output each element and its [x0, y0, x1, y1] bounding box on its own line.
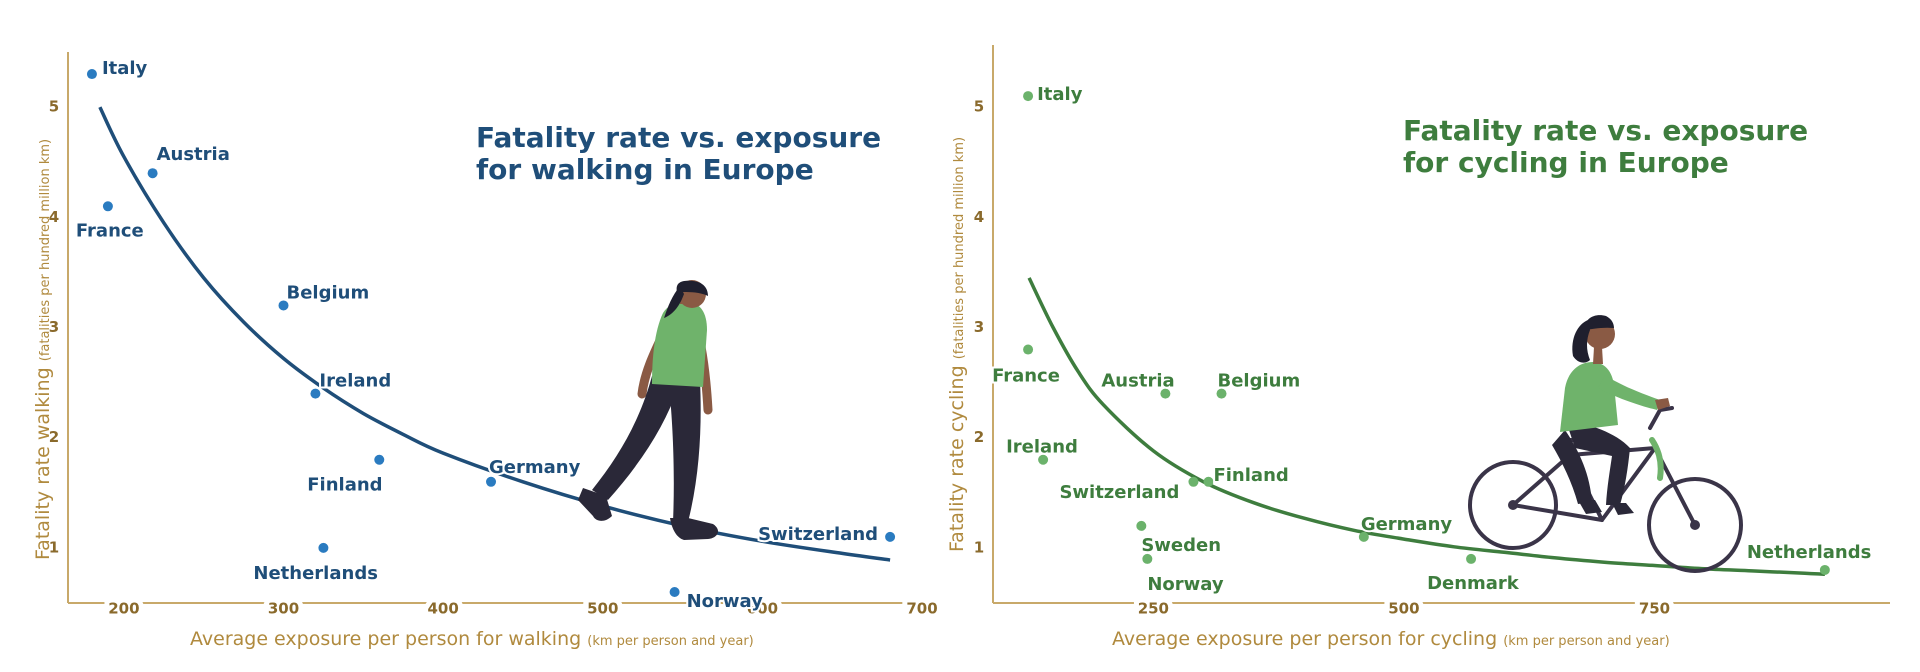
cycling-y-tick-label: 4 — [974, 208, 984, 226]
cycling-point-label-denmark: Denmark — [1427, 573, 1520, 594]
walking-xlabel-unit: (km per person and year) — [587, 634, 753, 649]
walking-y-tick-label: 4 — [49, 208, 59, 226]
cycling-title-line-1: Fatality rate vs. exposure — [1403, 114, 1808, 147]
walking-point-france — [102, 201, 113, 212]
walking-point-label-germany: Germany — [489, 457, 581, 478]
cycling-point-austria — [1160, 388, 1171, 399]
cycling-point-italy — [1023, 91, 1034, 102]
cycling-point-label-germany: Germany — [1361, 514, 1453, 535]
woman-riding-bicycle-icon — [1468, 315, 1743, 573]
walking-y-tick-label: 2 — [49, 428, 59, 446]
cycling-point-finland — [1203, 476, 1214, 487]
cycling-y-tick-label: 5 — [974, 98, 984, 116]
cycling-x-tick-label: 750 — [1639, 600, 1670, 618]
walking-point-label-switzerland: Switzerland — [758, 524, 878, 545]
walking-point-italy — [86, 69, 97, 80]
walking-y-axis-title: Fatality rate walking (fatalities per hu… — [32, 139, 54, 560]
cycling-point-ireland — [1038, 454, 1049, 465]
cycling-point-netherlands — [1819, 564, 1830, 575]
walking-woman-icon — [578, 280, 719, 540]
walking-point-label-ireland: Ireland — [319, 371, 391, 392]
cycling-point-label-norway: Norway — [1147, 574, 1224, 595]
cycling-point-france — [1023, 344, 1034, 355]
walking-y-tick-label: 3 — [49, 318, 59, 336]
cycling-x-tick-label: 500 — [1388, 600, 1419, 618]
walking-point-label-norway: Norway — [687, 591, 764, 612]
cycling-point-label-finland: Finland — [1213, 465, 1288, 486]
cycling-ylabel: Fatality rate cycling — [946, 365, 968, 552]
cycling-point-sweden — [1136, 520, 1147, 531]
cycling-point-label-italy: Italy — [1037, 84, 1083, 105]
walking-point-label-france: France — [76, 220, 144, 241]
walking-x-tick-label: 700 — [906, 600, 937, 618]
walking-point-belgium — [278, 300, 289, 311]
cycling-point-switzerland — [1188, 476, 1199, 487]
walking-x-tick-label: 200 — [108, 600, 139, 618]
walking-point-austria — [147, 168, 158, 179]
cycling-ylabel-unit: (fatalities per hundred million km) — [952, 137, 967, 359]
walking-point-germany — [486, 476, 497, 487]
walking-point-label-italy: Italy — [102, 58, 148, 79]
cycling-point-label-netherlands: Netherlands — [1747, 542, 1872, 563]
walking-point-ireland — [310, 388, 321, 399]
walking-point-label-netherlands: Netherlands — [253, 563, 378, 584]
cycling-point-label-switzerland: Switzerland — [1059, 482, 1179, 503]
cycling-point-label-ireland: Ireland — [1006, 437, 1078, 458]
walking-points: Italy Austria France Belgium Ireland Finland G… — [74, 56, 896, 614]
walking-point-switzerland — [885, 531, 896, 542]
walking-point-netherlands — [318, 542, 329, 553]
walking-trendline — [98, 106, 891, 562]
walking-point-label-belgium: Belgium — [287, 282, 370, 303]
cycling-point-germany — [1358, 531, 1369, 542]
cycling-x-axis-title: Average exposure per person for cycling … — [1112, 628, 1670, 650]
cycling-point-label-austria: Austria — [1101, 371, 1174, 392]
walking-x-axis-title: Average exposure per person for walking … — [190, 628, 754, 650]
cycling-chart: 250 500 750 1 2 3 4 5 Italy France Austria Belgium… — [946, 45, 1890, 650]
cycling-title-line-2: for cycling in Europe — [1403, 146, 1729, 179]
cycling-x-tick-label: 250 — [1138, 600, 1169, 618]
cycling-y-axis-title: Fatality rate cycling (fatalities per hu… — [946, 137, 968, 552]
walking-y-tick-label: 1 — [49, 538, 59, 556]
walking-y-tick-label: 5 — [49, 98, 59, 116]
cycling-xlabel-unit: (km per person and year) — [1503, 634, 1669, 649]
walking-title-line-2: for walking in Europe — [476, 153, 814, 186]
walking-point-label-austria: Austria — [157, 144, 230, 165]
walking-point-finland — [374, 454, 385, 465]
cycling-y-tick-label: 3 — [974, 318, 984, 336]
walking-ylabel: Fatality rate walking — [32, 367, 54, 560]
cycling-point-label-france: France — [992, 366, 1060, 387]
cycling-points: Italy France Austria Belgium Ireland Switzerl… — [990, 82, 1873, 597]
cycling-xlabel: Average exposure per person for cycling — [1112, 628, 1497, 650]
cycling-y-tick-label: 1 — [974, 538, 984, 556]
cycling-y-tick-label: 2 — [974, 428, 984, 446]
cycling-point-norway — [1142, 553, 1153, 564]
cycling-point-denmark — [1466, 553, 1477, 564]
walking-title-line-1: Fatality rate vs. exposure — [476, 121, 881, 154]
cycling-point-label-sweden: Sweden — [1141, 535, 1221, 556]
walking-point-norway — [669, 586, 680, 597]
cycling-point-belgium — [1216, 388, 1227, 399]
walking-point-label-finland: Finland — [307, 475, 382, 496]
walking-x-tick-label: 500 — [587, 600, 618, 618]
walking-ylabel-unit: (fatalities per hundred million km) — [38, 139, 53, 361]
walking-x-tick-label: 300 — [268, 600, 299, 618]
walking-xlabel: Average exposure per person for walking — [190, 628, 581, 650]
cycling-point-label-belgium: Belgium — [1218, 371, 1301, 392]
walking-x-tick-label: 400 — [427, 600, 458, 618]
